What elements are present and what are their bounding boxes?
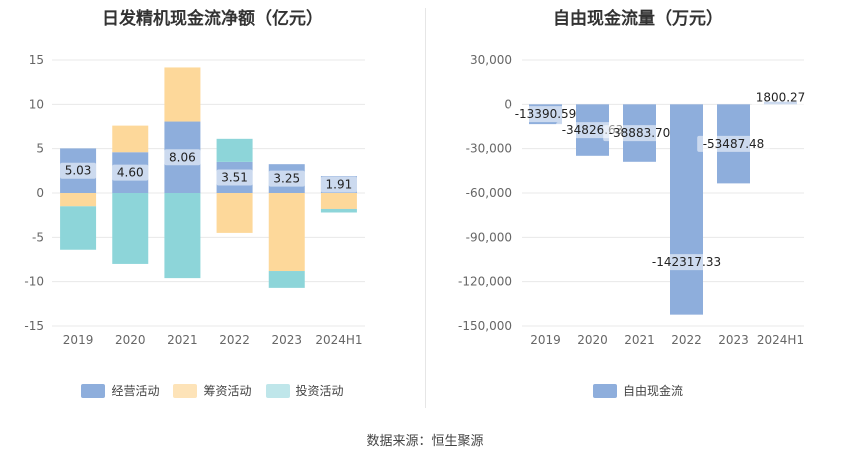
y-tick-label: -10 xyxy=(24,275,44,289)
x-tick-label: 2021 xyxy=(624,333,655,347)
y-tick-label: -5 xyxy=(32,230,44,244)
legend-swatch-operating xyxy=(81,383,106,398)
bar-投资活动-2022 xyxy=(216,138,253,162)
data-label-bg xyxy=(112,164,149,181)
x-tick-label: 2020 xyxy=(577,333,608,347)
data-label: 3.25 xyxy=(273,172,300,186)
bar-投资活动-2024H1 xyxy=(320,208,357,213)
bar-筹资活动-2023 xyxy=(268,193,305,272)
y-tick-label: 10 xyxy=(29,97,44,111)
y-tick-label: -15 xyxy=(24,319,44,333)
legend-swatch-financing xyxy=(173,383,198,398)
legend-item-financing[interactable]: 筹资活动 xyxy=(173,382,252,399)
legend-item-free-cash-flow[interactable]: 自由现金流 xyxy=(592,382,683,399)
data-label-bg xyxy=(603,125,676,142)
data-label: 8.06 xyxy=(169,150,196,164)
y-tick-label: 0 xyxy=(36,186,44,200)
y-tick-label: 0 xyxy=(504,97,512,111)
x-tick-label: 2022 xyxy=(219,333,250,347)
x-tick-label: 2019 xyxy=(63,333,94,347)
left-chart-legend: 经营活动 筹资活动 投资活动 xyxy=(0,382,425,399)
x-tick-label: 2022 xyxy=(671,333,702,347)
x-tick-label: 2024H1 xyxy=(315,333,362,347)
x-tick-label: 2023 xyxy=(718,333,749,347)
data-label: -53487.48 xyxy=(703,137,765,151)
left-chart-panel: 15 10 5 0 -5 -10 -15 5.03 2019 4.60 2020 8.06 2021 3.… xyxy=(0,0,425,410)
y-tick-label: 5 xyxy=(36,142,44,156)
panel-divider xyxy=(425,8,426,408)
y-tick-label: -150,000 xyxy=(458,319,512,333)
data-label: 5.03 xyxy=(65,164,92,178)
data-label: 1800.27 xyxy=(756,91,806,105)
legend-label-free-cash-flow: 自由现金流 xyxy=(622,384,683,398)
data-source-footer: 数据来源：恒生聚源 xyxy=(366,434,484,449)
data-label-bg xyxy=(646,254,727,271)
data-label: -142317.33 xyxy=(652,255,721,269)
data-label-bg xyxy=(751,89,810,106)
x-tick-label: 2021 xyxy=(167,333,198,347)
data-label-bg xyxy=(697,135,770,152)
data-label-bg xyxy=(320,176,357,193)
bar-筹资活动-2020 xyxy=(112,125,149,153)
legend-swatch-free-cash-flow xyxy=(592,383,617,398)
bar-筹资活动-2021 xyxy=(164,67,201,122)
bar-筹资活动-2024H1 xyxy=(320,193,357,209)
left-chart-svg: 15 10 5 0 -5 -10 -15 5.03 2019 4.60 2020 8.06 2021 3.… xyxy=(24,53,365,347)
right-chart-legend: 自由现金流 xyxy=(426,382,850,399)
bar-投资活动-2021 xyxy=(164,193,201,279)
data-label: 4.60 xyxy=(117,166,144,180)
data-label: -38883.70 xyxy=(609,126,671,140)
y-tick-label: 30,000 xyxy=(470,53,512,67)
bar-投资活动-2023 xyxy=(268,271,305,288)
y-tick-label: -30,000 xyxy=(466,142,512,156)
legend-item-operating[interactable]: 经营活动 xyxy=(81,382,159,399)
y-tick-label: -90,000 xyxy=(466,230,512,244)
bar-投资活动-2019 xyxy=(60,206,97,250)
right-chart-svg: 30,000 0 -30,000 -60,000 -90,000 -120,000 -150… xyxy=(458,53,810,347)
legend-label-operating: 经营活动 xyxy=(111,384,160,398)
left-chart-title: 日发精机现金流净额（亿元） xyxy=(102,9,323,29)
legend-label-investing: 投资活动 xyxy=(295,384,344,398)
data-label-bg xyxy=(509,106,582,123)
data-label-bg xyxy=(164,149,201,166)
legend-label-financing: 筹资活动 xyxy=(203,384,252,398)
x-tick-label: 2023 xyxy=(271,333,302,347)
y-tick-label: -120,000 xyxy=(458,275,512,289)
bar-筹资活动-2022 xyxy=(216,193,253,233)
data-label-bg xyxy=(60,162,97,179)
x-tick-label: 2024H1 xyxy=(757,333,804,347)
y-tick-label: -60,000 xyxy=(466,186,512,200)
bar-投资活动-2020 xyxy=(112,193,149,264)
bar-自由现金流-2022 xyxy=(670,104,703,315)
bar-筹资活动-2019 xyxy=(60,193,97,207)
right-chart-title: 自由现金流量（万元） xyxy=(553,9,723,29)
x-tick-label: 2020 xyxy=(115,333,146,347)
data-label: 1.91 xyxy=(326,178,353,192)
legend-swatch-investing xyxy=(265,383,290,398)
data-label-bg xyxy=(216,169,253,186)
x-tick-label: 2019 xyxy=(530,333,561,347)
y-tick-label: 15 xyxy=(29,53,44,67)
right-chart-panel: 30,000 0 -30,000 -60,000 -90,000 -120,000 -150… xyxy=(426,0,850,410)
data-label-bg xyxy=(268,170,305,187)
legend-item-investing[interactable]: 投资活动 xyxy=(265,382,344,399)
data-label: -13390.59 xyxy=(515,107,577,121)
data-label: 3.51 xyxy=(221,170,248,184)
